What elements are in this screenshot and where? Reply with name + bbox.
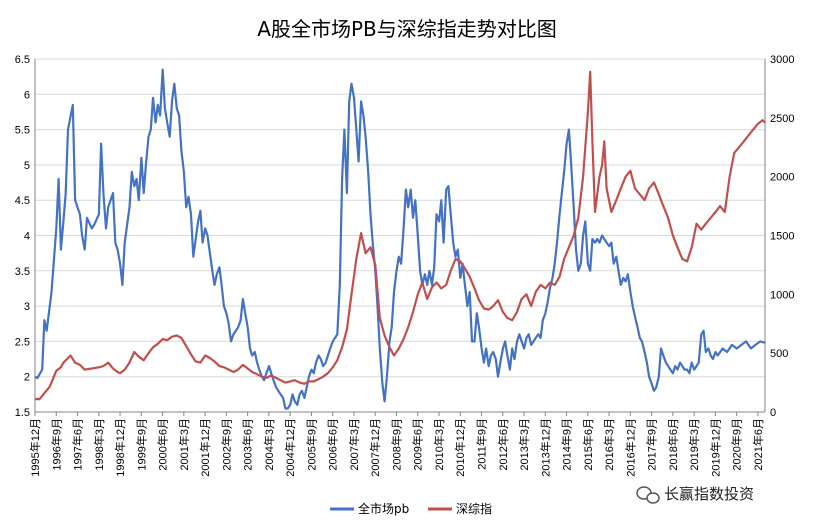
x-tick-label: 2017年9月	[645, 418, 659, 471]
left-axis-ticks: 1.5 2 2.5 3 3.5 4 4.5 5 5.5 6 6.5	[15, 54, 30, 419]
x-tick-label: 2011年9月	[475, 418, 489, 470]
legend: 全市场pb 深综指	[330, 501, 492, 516]
right-tick-label: 500	[770, 348, 788, 360]
left-tick-label: 4	[24, 231, 30, 243]
left-tick-label: 6	[24, 89, 30, 101]
x-tick-label: 2000年6月	[156, 418, 170, 471]
x-tick-label: 2021年6月	[751, 418, 765, 471]
left-tick-label: 5.5	[15, 125, 30, 137]
x-tick-label: 2016年12月	[623, 418, 637, 477]
left-tick-label: 2	[24, 372, 30, 384]
x-tick-label: 2013年3月	[517, 418, 531, 471]
series-line-pb	[34, 68, 766, 410]
x-tick-label: 2003年6月	[241, 418, 255, 471]
x-tick-label: 1999年9月	[134, 418, 148, 471]
x-tick-label: 2008年9月	[389, 418, 403, 471]
x-tick-label: 1995年12月	[28, 418, 42, 477]
x-tick-label: 2010年3月	[432, 418, 446, 471]
right-axis-ticks: 0 500 1000 1500 2000 2500 3000	[770, 54, 794, 419]
right-tick-label: 3000	[770, 54, 794, 66]
x-axis-ticks: 1995年12月 1996年9月 1997年6月 1998年3月 1998年12月 199…	[28, 412, 765, 477]
watermark: 长赢指数投资	[636, 485, 754, 504]
gridlines	[35, 58, 765, 413]
x-tick-label: 2015年6月	[581, 418, 595, 471]
x-tick-label: 2009年6月	[411, 418, 425, 471]
wechat-icon	[636, 486, 660, 504]
x-tick-label: 2001年12月	[198, 418, 212, 477]
x-tick-label: 1998年12月	[113, 418, 127, 477]
x-tick-label: 2012年6月	[496, 418, 510, 471]
x-tick-label: 1998年3月	[92, 418, 106, 471]
left-tick-label: 1.5	[15, 407, 30, 419]
x-tick-label: 2019年12月	[708, 418, 722, 477]
x-tick-label: 2004年3月	[262, 418, 276, 471]
x-tick-label: 2016年3月	[602, 418, 616, 471]
left-tick-label: 4.5	[15, 195, 30, 207]
x-tick-label: 2005年9月	[304, 418, 318, 471]
left-tick-label: 3	[24, 301, 30, 313]
series-layer	[34, 68, 766, 410]
left-tick-label: 5	[24, 160, 30, 172]
x-tick-label: 2002年9月	[219, 418, 233, 471]
legend-label-pb: 全市场pb	[358, 501, 409, 516]
x-tick-label: 2006年6月	[326, 418, 340, 471]
watermark-text: 长赢指数投资	[664, 485, 754, 503]
x-tick-label: 1997年6月	[71, 418, 85, 471]
x-tick-label: 2001年3月	[177, 418, 191, 471]
chart-title: A股全市场PB与深综指走势对比图	[257, 17, 556, 41]
right-tick-label: 2500	[770, 113, 794, 125]
right-tick-label: 1000	[770, 289, 794, 301]
x-tick-label: 2018年6月	[666, 418, 680, 471]
x-tick-label: 2019年3月	[687, 418, 701, 471]
x-tick-label: 1996年9月	[49, 418, 63, 471]
x-tick-label: 2007年12月	[368, 418, 382, 477]
x-tick-label: 2004年12月	[283, 418, 297, 477]
right-tick-label: 2000	[770, 172, 794, 184]
left-tick-label: 3.5	[15, 266, 30, 278]
right-tick-label: 1500	[770, 231, 794, 243]
left-tick-label: 2.5	[15, 336, 30, 348]
x-tick-label: 2014年9月	[560, 418, 574, 471]
x-tick-label: 2013年12月	[538, 418, 552, 477]
axes	[34, 59, 766, 413]
x-tick-label: 2010年12月	[453, 418, 467, 477]
x-tick-label: 2020年9月	[730, 418, 744, 471]
right-tick-label: 0	[770, 407, 776, 419]
series-line-szzs	[35, 70, 766, 401]
x-tick-label: 2007年3月	[347, 418, 361, 471]
left-tick-label: 6.5	[15, 54, 30, 66]
legend-label-szzs: 深综指	[456, 501, 492, 516]
